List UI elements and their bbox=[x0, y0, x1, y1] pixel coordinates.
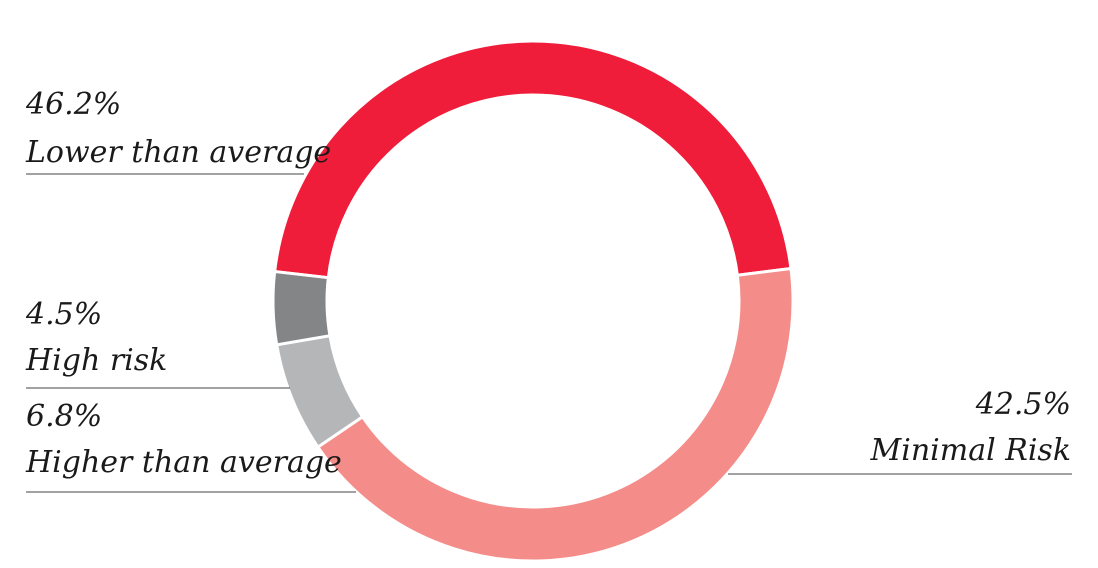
donut-slices bbox=[271, 39, 795, 563]
slice-minimal-risk bbox=[315, 266, 795, 563]
slice-category-label-higher-than-average: Higher than average bbox=[25, 445, 342, 480]
slice-category-label-lower-than-average: Lower than average bbox=[25, 135, 331, 170]
slice-category-label-high-risk: High risk bbox=[25, 343, 167, 378]
slice-high-risk bbox=[271, 269, 332, 347]
slice-value-label-high-risk: 4.5% bbox=[25, 297, 102, 332]
slice-value-label-lower-than-average: 46.2% bbox=[25, 87, 121, 122]
slice-value-label-higher-than-average: 6.8% bbox=[26, 399, 102, 434]
slice-category-label-minimal-risk: Minimal Risk bbox=[870, 433, 1071, 468]
slice-lower-than-average bbox=[273, 39, 793, 280]
slice-value-label-minimal-risk: 42.5% bbox=[975, 387, 1071, 422]
